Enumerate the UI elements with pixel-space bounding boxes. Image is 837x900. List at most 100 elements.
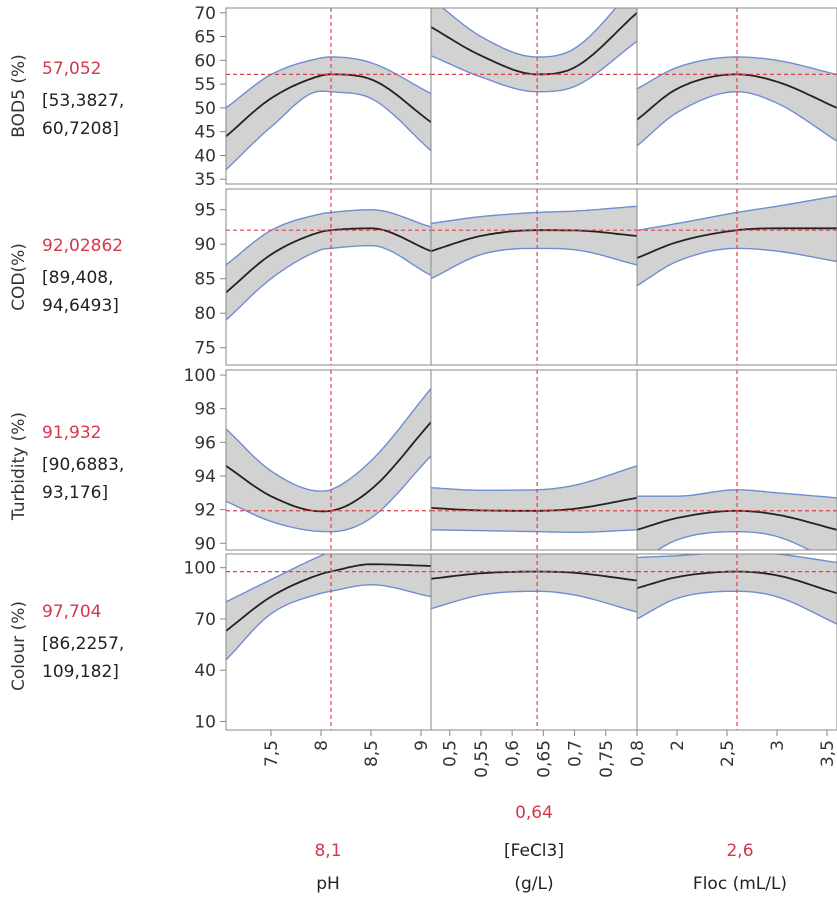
y-tick-label: 96 bbox=[194, 433, 216, 453]
predicted-value: 91,932 bbox=[42, 423, 101, 443]
profile-panel-turbidity-vs-ph bbox=[226, 370, 431, 550]
confidence-upper-line bbox=[441, 8, 617, 58]
confidence-lower-line bbox=[431, 590, 637, 613]
profile-panel-bod5-vs-floc bbox=[637, 8, 837, 184]
confidence-interval-high: 60,7208] bbox=[42, 119, 119, 139]
predicted-value: 97,704 bbox=[42, 602, 101, 622]
confidence-upper-line bbox=[431, 205, 637, 225]
panel-frame bbox=[636, 369, 837, 551]
prediction-curve bbox=[226, 421, 431, 513]
y-tick-label: 100 bbox=[184, 559, 216, 579]
profile-panel-bod5-vs-fecl3 bbox=[431, 8, 637, 184]
prediction-curve bbox=[431, 12, 637, 76]
profile-panel-colour-vs-ph bbox=[226, 554, 431, 730]
y-tick-label: 40 bbox=[194, 661, 216, 681]
factor-labels: 8,1 pH 0,64 [FeCl3] (g/L) 2,6 Floc (mL/L… bbox=[314, 803, 787, 894]
y-tick-label: 75 bbox=[194, 339, 216, 359]
y-tick-label: 92 bbox=[194, 501, 216, 521]
x-tick-label: 8 bbox=[312, 740, 332, 751]
x-tick-label: 2,5 bbox=[718, 740, 738, 767]
prediction-curve bbox=[431, 497, 637, 512]
confidence-interval-low: [90,6883, bbox=[42, 455, 124, 475]
confidence-band bbox=[226, 388, 431, 532]
confidence-upper-line bbox=[226, 208, 431, 266]
confidence-lower-line bbox=[431, 40, 637, 93]
x-tick-label: 3 bbox=[768, 740, 788, 751]
profile-panel-colour-vs-floc bbox=[637, 554, 837, 730]
confidence-band bbox=[431, 554, 637, 613]
confidence-interval-low: [53,3827, bbox=[42, 91, 124, 111]
y-tick-label: 60 bbox=[194, 51, 216, 71]
response-row-turbidity: Turbidity (%) 91,932 [90,6883, 93,176] bbox=[9, 412, 124, 521]
confidence-lower-line bbox=[226, 455, 431, 533]
response-label: Turbidity (%) bbox=[9, 412, 29, 521]
factor-unit: (g/L) bbox=[514, 874, 553, 894]
x-tick-label: 2 bbox=[668, 740, 688, 751]
y-tick-label: 50 bbox=[194, 99, 216, 119]
profile-panel-cod-vs-floc bbox=[637, 189, 837, 365]
y-tick-label: 70 bbox=[194, 610, 216, 630]
profile-panel-colour-vs-fecl3 bbox=[431, 549, 637, 730]
x-axis-ph: 7,5 8 8,5 9 bbox=[262, 730, 432, 767]
y-axes: 3540455055606570758085909590929496981001… bbox=[184, 4, 227, 732]
x-tick-label: 0,8 bbox=[628, 740, 648, 767]
x-tick-label: 3,5 bbox=[818, 740, 837, 767]
factor-name: [FeCl3] bbox=[504, 841, 564, 861]
confidence-band bbox=[226, 209, 431, 321]
factor-name: Floc (mL/L) bbox=[693, 874, 787, 894]
y-tick-label: 98 bbox=[194, 400, 216, 420]
confidence-lower-line bbox=[431, 247, 637, 280]
panel-frame bbox=[636, 553, 837, 731]
prediction-curve bbox=[226, 563, 431, 632]
y-tick-label: 94 bbox=[194, 467, 216, 487]
confidence-lower-line bbox=[226, 584, 431, 661]
x-tick-label: 7,5 bbox=[262, 740, 282, 767]
x-axes: 7,5 8 8,5 9 0,5 0,55 0,6 0,65 0,7 0,75 0,8 2 2,5 3 3,5 bbox=[262, 730, 837, 778]
y-tick-label: 10 bbox=[194, 712, 216, 732]
confidence-upper-line bbox=[431, 465, 637, 491]
prediction-curve bbox=[431, 229, 637, 252]
confidence-interval-high: 94,6493] bbox=[42, 296, 119, 316]
profile-panel-cod-vs-fecl3 bbox=[431, 189, 637, 365]
y-tick-label: 90 bbox=[194, 534, 216, 554]
confidence-lower-line bbox=[431, 529, 637, 533]
factor-name: pH bbox=[316, 874, 340, 894]
confidence-band bbox=[226, 57, 431, 170]
confidence-band bbox=[226, 554, 431, 660]
confidence-upper-line bbox=[226, 554, 328, 603]
x-tick-label: 0,5 bbox=[441, 740, 461, 767]
x-axis-fecl3: 0,5 0,55 0,6 0,65 0,7 0,75 0,8 bbox=[441, 730, 648, 778]
prediction-curve bbox=[226, 227, 431, 294]
profile-panel-turbidity-vs-fecl3 bbox=[431, 370, 637, 550]
y-tick-label: 100 bbox=[184, 366, 216, 386]
factor-current-value[interactable]: 8,1 bbox=[314, 841, 341, 861]
y-tick-label: 45 bbox=[194, 123, 216, 143]
factor-current-value[interactable]: 2,6 bbox=[726, 841, 753, 861]
panel-frame bbox=[636, 188, 837, 366]
panel-frame bbox=[636, 7, 837, 185]
y-axis-colour: 10 40 70 100 bbox=[184, 554, 227, 732]
confidence-interval-high: 93,176] bbox=[42, 483, 108, 503]
x-tick-label: 0,75 bbox=[597, 740, 617, 778]
confidence-lower-line bbox=[226, 244, 431, 321]
confidence-interval-low: [89,408, bbox=[42, 268, 114, 288]
confidence-interval-low: [86,2257, bbox=[42, 634, 124, 654]
confidence-interval-high: 109,182] bbox=[42, 662, 119, 682]
x-tick-label: 0,65 bbox=[534, 740, 554, 778]
confidence-upper-line bbox=[431, 549, 637, 552]
y-tick-label: 55 bbox=[194, 75, 216, 95]
y-axis-bod5: 35 40 45 50 55 60 65 70 bbox=[194, 4, 227, 190]
predicted-value: 92,02862 bbox=[42, 236, 123, 256]
confidence-upper-line bbox=[226, 388, 431, 492]
y-tick-label: 85 bbox=[194, 270, 216, 290]
response-row-bod5: BOD5 (%) 57,052 [53,3827, 60,7208] bbox=[9, 54, 124, 139]
y-tick-label: 80 bbox=[194, 304, 216, 324]
prediction-curve bbox=[226, 73, 431, 138]
predicted-value: 57,052 bbox=[42, 59, 101, 79]
prediction-curve bbox=[431, 570, 637, 582]
factor-current-value[interactable]: 0,64 bbox=[515, 803, 553, 823]
confidence-lower-line bbox=[637, 90, 837, 147]
profile-panel-turbidity-vs-floc bbox=[637, 370, 837, 550]
confidence-upper-line bbox=[637, 554, 837, 564]
